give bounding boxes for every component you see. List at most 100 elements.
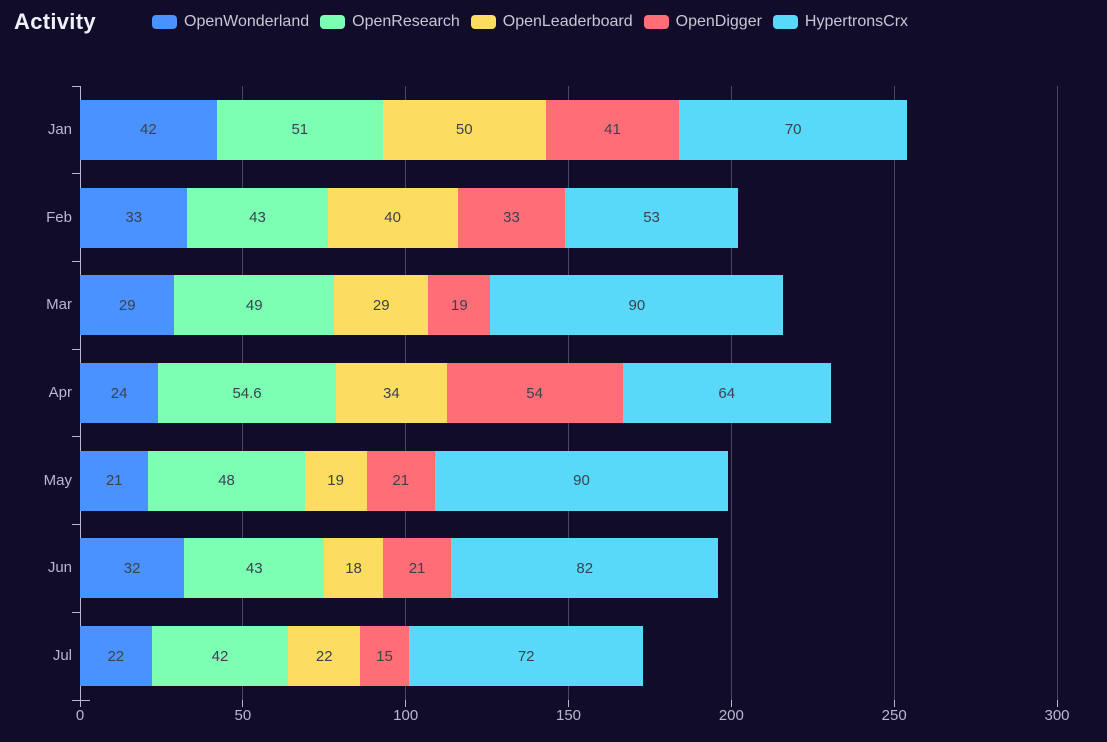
y-axis-category-label: Mar	[46, 296, 72, 314]
x-axis-tick-label: 50	[234, 707, 252, 724]
x-axis-tick-label: 0	[75, 707, 85, 724]
bar-value-label: 51	[291, 121, 309, 139]
bar-value-label: 48	[218, 472, 235, 490]
bar-segment-hypertronscrx-jan[interactable]: 70	[679, 99, 908, 160]
bar-value-label: 40	[384, 209, 401, 227]
x-axis-tick	[893, 700, 895, 707]
gridline	[893, 86, 895, 700]
legend-item-openleaderboard[interactable]: OpenLeaderboard	[470, 13, 633, 31]
bar-segment-openresearch-feb[interactable]: 43	[187, 187, 328, 248]
y-axis-tick	[72, 524, 80, 526]
bar-value-label: 29	[118, 296, 136, 314]
legend-item-openwonderland[interactable]: OpenWonderland	[152, 13, 309, 31]
x-axis-tick-label: 200	[718, 707, 744, 724]
bar-value-label: 19	[327, 472, 344, 490]
y-axis-category-label: Feb	[46, 208, 72, 226]
bar-segment-openresearch-jan[interactable]: 51	[216, 99, 383, 160]
bar-segment-openresearch-apr[interactable]: 54.6	[158, 363, 336, 423]
bar-segment-opendigger-apr[interactable]: 54	[446, 363, 623, 423]
bar-value-label: 72	[517, 647, 535, 665]
bar-value-label: 42	[211, 647, 229, 665]
gridline	[1056, 86, 1058, 700]
bar-segment-openleaderboard-mar[interactable]: 29	[334, 275, 429, 336]
bar-segment-opendigger-jun[interactable]: 21	[382, 538, 452, 599]
bar-segment-hypertronscrx-may[interactable]: 90	[434, 450, 729, 511]
y-axis-tick	[72, 260, 80, 262]
legend: OpenWonderland OpenResearch OpenLeaderboar…	[152, 13, 908, 31]
bar-value-label: 53	[643, 209, 660, 227]
legend-item-hypertronscrx[interactable]: HypertronsCrx	[772, 13, 909, 31]
bar-segment-hypertronscrx-mar[interactable]: 90	[490, 275, 784, 336]
bar-value-label: 64	[718, 384, 736, 402]
bar-segment-openleaderboard-may[interactable]: 19	[304, 450, 367, 511]
legend-item-openresearch[interactable]: OpenResearch	[320, 13, 460, 31]
x-axis-tick	[568, 700, 569, 707]
legend-item-opendigger[interactable]: OpenDigger	[643, 13, 762, 31]
bar-value-label: 43	[245, 559, 263, 577]
legend-label: HypertronsCrx	[804, 13, 909, 30]
x-axis-tick-label: 300	[1044, 707, 1070, 724]
bar-segment-openleaderboard-jun[interactable]: 18	[324, 538, 383, 599]
y-axis-category-label: Jun	[47, 559, 72, 577]
bar-segment-hypertronscrx-jul[interactable]: 72	[408, 626, 644, 687]
x-axis-tick-label: 250	[881, 707, 907, 724]
bar-value-label: 90	[628, 296, 646, 314]
bar-value-label: 54.6	[232, 384, 262, 402]
bar-value-label: 21	[392, 472, 410, 490]
bar-segment-openresearch-mar[interactable]: 49	[174, 275, 334, 336]
bar-value-label: 21	[408, 559, 426, 577]
bar-value-label: 33	[125, 209, 143, 227]
bar-segment-opendigger-jan[interactable]: 41	[545, 99, 680, 160]
bar-value-label: 29	[372, 296, 390, 314]
bar-value-label: 22	[315, 647, 333, 665]
bar-value-label: 50	[455, 121, 473, 139]
x-axis-tick	[79, 700, 81, 707]
y-axis-tick	[72, 348, 80, 350]
x-axis-line	[79, 699, 90, 701]
bar-segment-openwonderland-mar[interactable]: 29	[80, 275, 175, 336]
bar-value-label: 22	[107, 647, 125, 665]
legend-swatch-icon	[320, 15, 346, 29]
legend-swatch-icon	[470, 15, 496, 29]
bar-segment-openleaderboard-feb[interactable]: 40	[327, 187, 458, 248]
y-axis-tick	[72, 173, 80, 175]
bar-segment-hypertronscrx-jun[interactable]: 82	[451, 538, 719, 599]
bar-value-label: 90	[573, 472, 590, 490]
bar-segment-hypertronscrx-apr[interactable]: 64	[622, 363, 831, 423]
y-axis-tick	[72, 85, 80, 87]
bar-value-label: 34	[382, 384, 400, 402]
bar-segment-openwonderland-feb[interactable]: 33	[80, 187, 188, 248]
legend-label: OpenLeaderboard	[502, 13, 633, 30]
bar-segment-opendigger-may[interactable]: 21	[366, 450, 435, 511]
bar-segment-openwonderland-jul[interactable]: 22	[80, 626, 152, 687]
bar-segment-openleaderboard-apr[interactable]: 34	[335, 363, 447, 423]
y-axis-category-label: Jan	[47, 120, 72, 138]
x-axis-tick	[730, 700, 732, 707]
bar-value-label: 42	[140, 121, 157, 139]
y-axis-tick	[72, 436, 80, 438]
bar-segment-openwonderland-apr[interactable]: 24	[80, 363, 159, 423]
bar-segment-openresearch-jul[interactable]: 42	[151, 626, 289, 687]
bar-value-label: 43	[249, 209, 266, 227]
bar-segment-opendigger-feb[interactable]: 33	[457, 187, 566, 248]
bar-segment-openleaderboard-jul[interactable]: 22	[288, 626, 361, 687]
bar-segment-opendigger-jul[interactable]: 15	[360, 626, 409, 687]
x-axis-tick	[1056, 700, 1058, 707]
bar-segment-openwonderland-jan[interactable]: 42	[80, 99, 217, 160]
bar-segment-openwonderland-may[interactable]: 21	[80, 450, 149, 511]
bar-segment-openresearch-jun[interactable]: 43	[184, 538, 325, 599]
bar-segment-hypertronscrx-feb[interactable]: 53	[565, 187, 738, 248]
legend-swatch-icon	[152, 15, 177, 29]
bar-segment-opendigger-mar[interactable]: 19	[428, 275, 491, 336]
bar-value-label: 49	[245, 296, 263, 314]
bar-segment-openwonderland-jun[interactable]: 32	[80, 538, 185, 599]
bar-segment-openresearch-may[interactable]: 48	[148, 450, 305, 511]
legend-label: OpenDigger	[675, 13, 762, 30]
y-axis-category-label: Jul	[52, 647, 72, 665]
bar-value-label: 21	[105, 472, 123, 490]
y-axis-category-label: Apr	[48, 384, 72, 401]
bar-value-label: 18	[345, 559, 362, 577]
bar-segment-openleaderboard-jan[interactable]: 50	[382, 99, 546, 160]
x-axis-tick-label: 100	[393, 707, 419, 724]
